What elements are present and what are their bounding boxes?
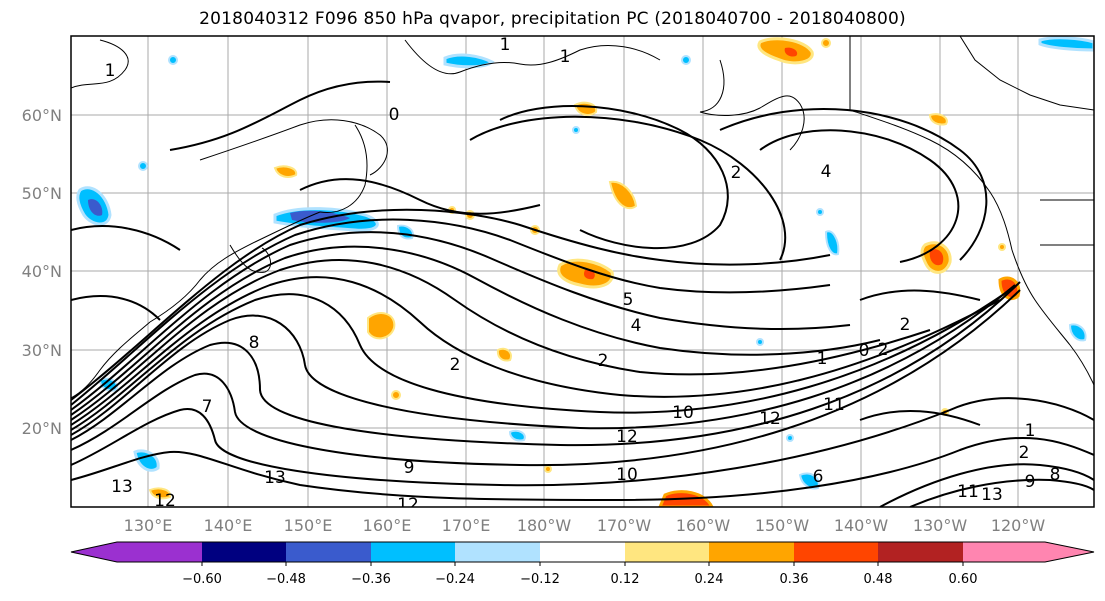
lon-tick-label: 150°W [755, 516, 810, 535]
precip-positive-patch [273, 165, 298, 178]
colorbar-box [455, 542, 540, 562]
precip-positive-core [583, 269, 595, 280]
lat-tick-label: 50°N [22, 184, 62, 203]
contour-value-label: 11 [823, 395, 845, 415]
contour-value-label: 12 [759, 409, 781, 429]
contour-value-label: 1 [500, 35, 511, 55]
contour-value-label: 0 [859, 341, 870, 361]
precip-negative-patch [443, 53, 495, 69]
colorbar-outline [70, 541, 1095, 563]
colorbar-box [202, 542, 286, 562]
precip-negative-core [88, 199, 103, 216]
colorbar-tick-label: 0.36 [780, 572, 809, 587]
contour-value-label: 6 [813, 467, 824, 487]
lon-tick-label: 120°W [991, 516, 1046, 535]
precip-negative-patch [1038, 36, 1094, 52]
precip-negative-patch [824, 230, 840, 256]
precip-anomaly-shading [76, 36, 1094, 507]
lon-tick-label: 150°E [284, 516, 333, 535]
contour-value-label: 11 [957, 482, 979, 502]
chart-title: 2018040312 F096 850 hPa qvapor, precipit… [199, 9, 906, 29]
map-border [70, 35, 1095, 508]
contour-value-label: 1 [817, 349, 828, 369]
lat-tick-label: 20°N [22, 419, 62, 438]
lon-tick-label: 170°E [442, 516, 491, 535]
contour-value-label: 4 [631, 316, 642, 336]
colorbar-tick-label: 0.12 [611, 572, 640, 587]
colorbar: −0.60 −0.48 −0.36 −0.24 −0.12 0.12 0.24 0.36 0.4… [70, 541, 1095, 587]
precip-negative-patch [798, 472, 820, 490]
contour-value-label: 8 [249, 333, 260, 353]
colorbar-box [286, 542, 371, 562]
precip-negative-core [290, 210, 350, 223]
contour-value-label: 10 [616, 465, 638, 485]
colorbar-tick-label: 0.24 [695, 572, 724, 587]
contour-value-label: 1 [1025, 421, 1036, 441]
lat-tick-label: 60°N [22, 106, 62, 125]
contour-value-label: 2 [900, 315, 911, 335]
contour-value-label: 13 [981, 485, 1003, 505]
colorbar-box [709, 542, 794, 562]
lat-tick-label: 30°N [22, 341, 62, 360]
contour-value-label: 9 [1025, 472, 1036, 492]
colorbar-tick-label: −0.48 [266, 572, 306, 587]
colorbar-tick-label: −0.36 [351, 572, 391, 587]
precip-positive-patch [148, 487, 172, 500]
precip-positive-core [784, 47, 798, 57]
colorbar-tick-label: 0.48 [864, 572, 893, 587]
contour-value-label: 2 [1019, 443, 1030, 463]
lon-tick-label: 160°E [363, 516, 412, 535]
contour-value-label: 12 [397, 495, 419, 515]
colorbar-tick-label: 0.60 [949, 572, 978, 587]
precip-positive-patch [496, 347, 512, 362]
colorbar-box [625, 542, 709, 562]
lon-tick-label: 160°W [676, 516, 731, 535]
longitude-axis: 130°E 140°E 150°E 160°E 170°E 180°W 170°W 160°W… [124, 516, 1046, 535]
colorbar-tick-label: −0.12 [520, 572, 560, 587]
contour-value-label: 7 [202, 397, 213, 417]
contour-value-label: 2 [731, 163, 742, 183]
colorbar-extend-high [963, 542, 1094, 562]
contour-value-label: 2 [878, 340, 889, 360]
contour-value-label: 12 [154, 491, 176, 511]
lon-tick-label: 140°E [204, 516, 253, 535]
contour-value-label: 2 [598, 351, 609, 371]
colorbar-tick-label: −0.24 [435, 572, 475, 587]
contour-value-label: 5 [623, 290, 634, 310]
contour-value-label: 1 [105, 61, 116, 81]
colorbar-box [540, 542, 625, 562]
precip-negative-patch [1068, 323, 1087, 342]
contour-value-label: 12 [616, 427, 638, 447]
contour-value-label: 0 [389, 105, 400, 125]
latitude-axis: 60°N 50°N 40°N 30°N 20°N [22, 106, 62, 438]
precip-positive-patch [367, 312, 396, 340]
precip-positive-patch [928, 113, 948, 126]
lon-tick-label: 140°W [834, 516, 889, 535]
contour-value-label: 13 [111, 477, 133, 497]
qvapor-contours [71, 80, 1094, 507]
lon-tick-label: 130°W [913, 516, 968, 535]
lon-tick-label: 130°E [124, 516, 173, 535]
contour-value-label: 13 [264, 468, 286, 488]
contour-value-label: 8 [1050, 465, 1061, 485]
lon-tick-label: 170°W [597, 516, 652, 535]
precip-positive-patch [608, 180, 638, 210]
contour-value-label: 4 [821, 162, 832, 182]
contour-value-label: 2 [450, 355, 461, 375]
colorbar-box [371, 542, 455, 562]
contour-value-label: 9 [404, 458, 415, 478]
lon-tick-label: 180°W [517, 516, 572, 535]
colorbar-tick-label: −0.60 [182, 572, 222, 587]
precip-negative-patch [508, 429, 526, 442]
lat-tick-label: 40°N [22, 262, 62, 281]
colorbar-extend-low [71, 542, 202, 562]
colorbar-box [878, 542, 963, 562]
contour-value-label: 1 [560, 47, 571, 67]
contour-value-label: 10 [672, 403, 694, 423]
graticule [71, 36, 1094, 507]
precip-positive-core [929, 249, 944, 266]
colorbar-box [794, 542, 878, 562]
